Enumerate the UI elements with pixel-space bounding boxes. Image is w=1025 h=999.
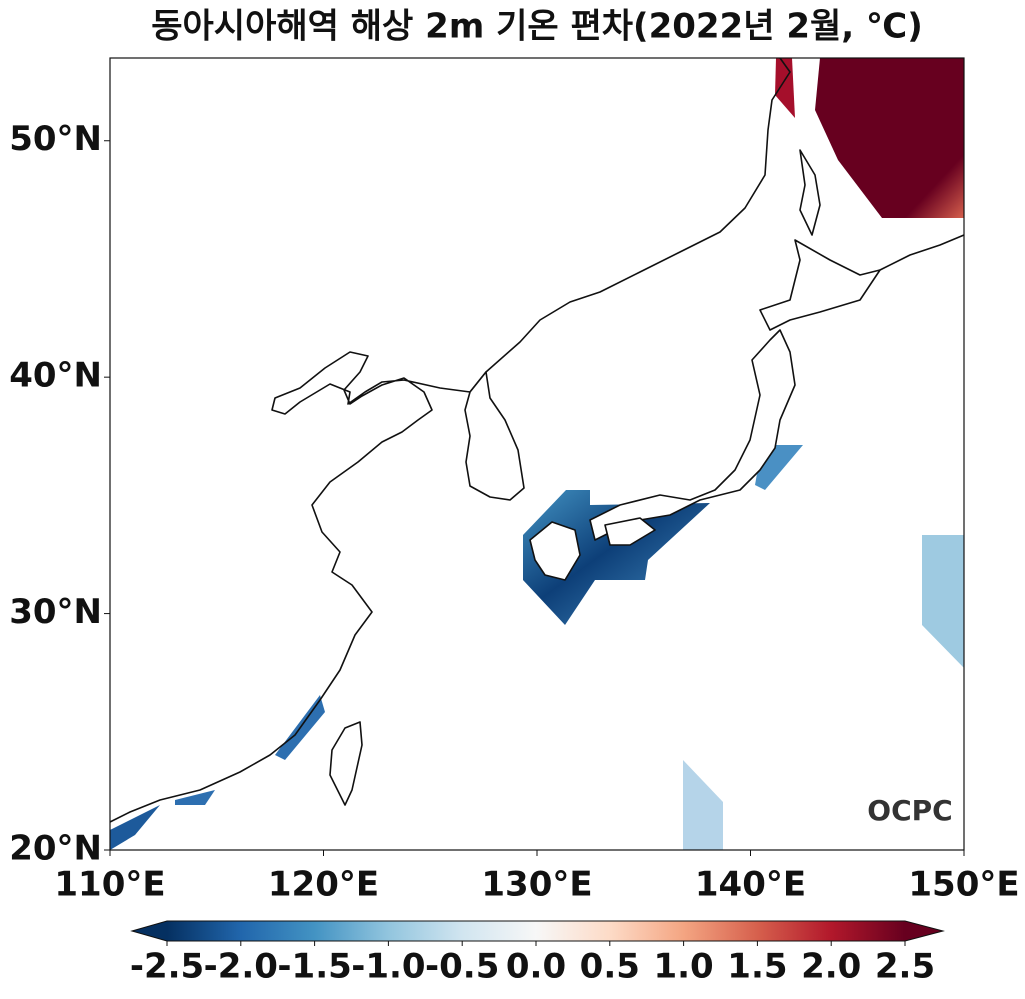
coastline [109, 57, 791, 823]
kyushu [529, 521, 581, 581]
shikoku [604, 517, 656, 546]
honshu [589, 329, 796, 541]
hokkaido [759, 239, 881, 331]
map-title: 동아시아해역 해상 2m 기온 편차(2022년 2월, ℃) [151, 7, 922, 47]
colorbar-tick-label: 0.0 [506, 947, 566, 987]
colorbar-tick-label: -2.0 [204, 947, 278, 987]
y-tick-label: 30°N [9, 592, 102, 632]
anomaly-patch [683, 760, 723, 850]
x-tick-label: 110°E [54, 865, 165, 905]
coastline [879, 234, 965, 271]
colorbar-tick-label: 1.0 [653, 947, 713, 987]
colorbar-tick-label: -1.0 [351, 947, 425, 987]
anomaly-patch [523, 490, 710, 625]
colorbar-tick-label: 0.5 [580, 947, 640, 987]
taiwan [329, 721, 363, 806]
y-tick-label: 40°N [9, 356, 102, 396]
y-tick-label: 50°N [9, 119, 102, 159]
sakhalin [799, 149, 821, 236]
anomaly-patch [110, 805, 160, 850]
colorbar-tick-label: 2.5 [875, 947, 935, 987]
x-tick-label: 130°E [481, 865, 592, 905]
watermark: OCPC [867, 794, 952, 827]
x-tick-label: 140°E [695, 865, 806, 905]
map-area [109, 57, 965, 851]
korea [464, 371, 525, 501]
colorbar-tick-label: 2.0 [801, 947, 861, 987]
anomaly-patch [922, 535, 964, 668]
colorbar-tick-label: 1.5 [727, 947, 787, 987]
colorbar-tick-label: -0.5 [425, 947, 499, 987]
colorbar-tick-label: -2.5 [130, 947, 204, 987]
colorbar-tick-label: -1.5 [277, 947, 351, 987]
colorbar-extend-low [132, 921, 167, 941]
colorbar-scale [167, 921, 905, 941]
colorbar-extend-high [905, 921, 943, 941]
anomaly-patch [175, 790, 215, 805]
x-tick-label: 150°E [908, 865, 1019, 905]
x-tick-label: 120°E [268, 865, 379, 905]
colorbar: -2.5 -2.0 -1.5 -1.0 -0.5 0.0 0.5 1.0 1.5 2.0 2.5 [130, 920, 945, 987]
map-background [110, 58, 964, 850]
anomaly-patch [815, 58, 964, 218]
y-tick-label: 20°N [9, 829, 102, 869]
